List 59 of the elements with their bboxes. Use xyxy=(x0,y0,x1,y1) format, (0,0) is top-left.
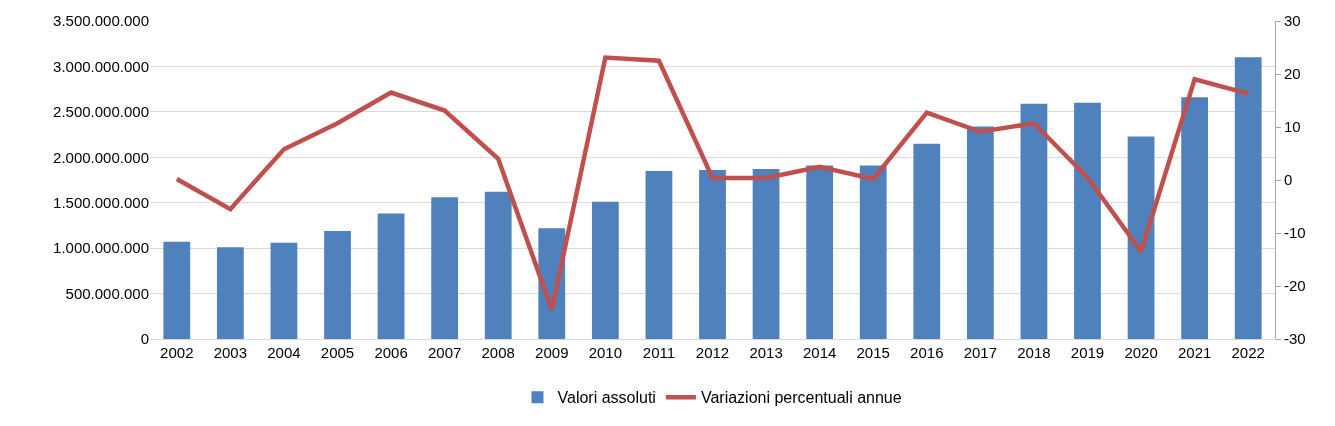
x-tick-label: 2002 xyxy=(160,344,194,361)
bar xyxy=(699,170,726,339)
bar xyxy=(1181,97,1209,339)
y2-tick-label: 20 xyxy=(1284,65,1301,83)
y2-tick-label: -20 xyxy=(1284,277,1306,295)
bar xyxy=(484,191,512,339)
x-tick-label: 2008 xyxy=(481,344,515,361)
y-tick-label: 500.000.000 xyxy=(65,284,149,302)
x-tick-label: 2003 xyxy=(213,344,248,361)
bar xyxy=(591,201,619,339)
bar xyxy=(270,242,298,339)
bar xyxy=(163,241,191,339)
x-tick-label: 2004 xyxy=(267,344,301,361)
bar xyxy=(859,165,887,339)
x-tick-label: 2021 xyxy=(1177,344,1212,361)
bar xyxy=(216,247,244,339)
line-series xyxy=(174,55,1251,313)
bar xyxy=(1127,136,1155,339)
y2-tick-label: 0 xyxy=(1284,171,1293,189)
legend-label: Valori assoluti xyxy=(557,389,656,407)
bar xyxy=(324,230,351,339)
x-tick-label: 2010 xyxy=(588,344,623,361)
x-tick-label: 2005 xyxy=(320,344,355,361)
y-tick-label: 0 xyxy=(140,330,149,348)
x-tick-label: 2012 xyxy=(695,344,730,361)
x-tick-label: 2015 xyxy=(856,344,890,361)
y-tick-label: 1.000.000.000 xyxy=(53,239,149,257)
x-tick-label: 2009 xyxy=(535,344,569,361)
bar xyxy=(645,170,673,339)
x-tick-label: 2022 xyxy=(1231,344,1265,361)
x-tick-label: 2018 xyxy=(1017,344,1051,361)
x-tick-label: 2016 xyxy=(910,344,944,361)
bar xyxy=(1234,57,1262,339)
bar xyxy=(752,169,780,339)
bar xyxy=(1020,103,1048,339)
bar xyxy=(966,126,994,339)
y-tick-label: 2.500.000.000 xyxy=(53,103,149,121)
y2-tick-label: 30 xyxy=(1284,12,1301,30)
y-tick-label: 2.000.000.000 xyxy=(53,148,149,166)
x-tick-label: 2017 xyxy=(963,344,998,361)
legend-label: Variazioni percentuali annue xyxy=(700,389,902,407)
y-tick-label: 3.500.000.000 xyxy=(53,12,149,30)
y-tick-label: 1.500.000.000 xyxy=(53,193,149,211)
x-tick-label: 2006 xyxy=(374,344,408,361)
x-tick-label: 2013 xyxy=(749,344,783,361)
x-tick-label: 2007 xyxy=(427,344,462,361)
y-tick-label: 3.000.000.000 xyxy=(53,57,149,75)
x-tick-label: 2014 xyxy=(802,344,837,361)
bar xyxy=(431,197,459,339)
y2-tick-label: 10 xyxy=(1284,118,1301,136)
bar xyxy=(806,165,834,339)
bar xyxy=(913,143,941,339)
y2-tick-label: -30 xyxy=(1284,330,1306,348)
bar xyxy=(1074,102,1101,339)
x-tick-label: 2020 xyxy=(1124,344,1158,361)
bar xyxy=(377,213,405,339)
x-tick-label: 2011 xyxy=(642,344,676,361)
y2-tick-label: -10 xyxy=(1284,224,1306,242)
x-tick-label: 2019 xyxy=(1070,344,1105,361)
